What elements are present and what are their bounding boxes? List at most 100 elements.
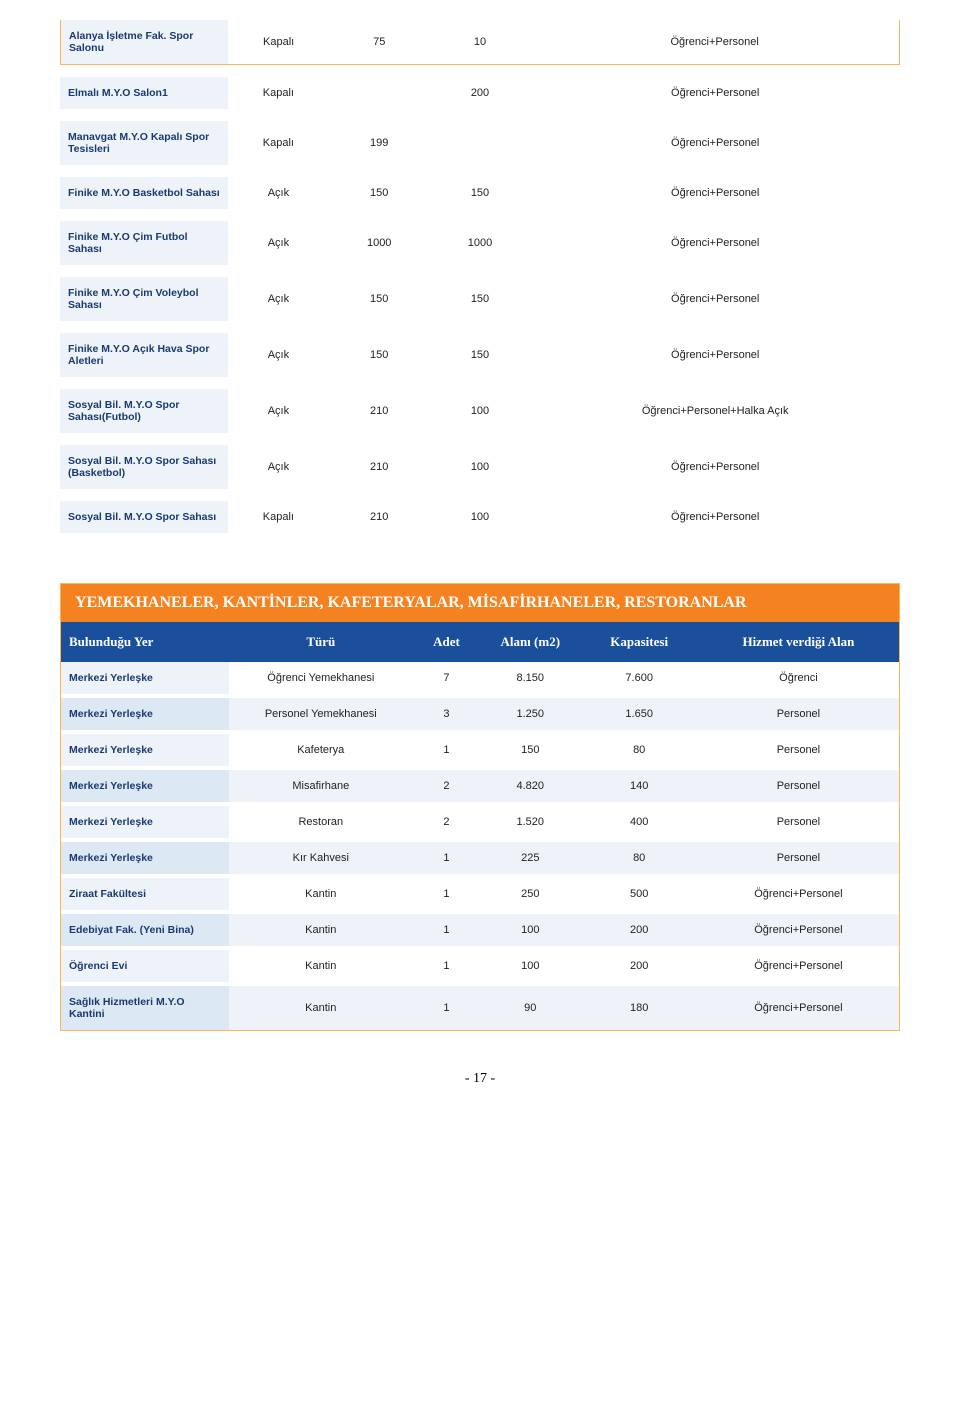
facility-val2: 100 <box>430 445 531 489</box>
cell-area: 150 <box>480 734 581 766</box>
table-row: Ziraat FakültesiKantin1250500Öğrenci+Per… <box>61 878 899 910</box>
facility-row: Sosyal Bil. M.Y.O Spor Sahası (Basketbol… <box>60 445 900 489</box>
cell-area: 8.150 <box>480 662 581 694</box>
facility-val1: 1000 <box>329 221 430 265</box>
facility-val2: 100 <box>430 501 531 533</box>
col-location: Bulunduğu Yer <box>61 622 229 662</box>
col-capacity: Kapasitesi <box>581 622 698 662</box>
section-2: YEMEKHANELER, KANTİNLER, KAFETERYALAR, M… <box>60 583 900 1031</box>
facility-row: Alanya İşletme Fak. Spor SalonuKapalı751… <box>60 20 900 65</box>
table-row: Merkezi YerleşkeKır Kahvesi122580Persone… <box>61 842 899 874</box>
cell-location: Ziraat Fakültesi <box>61 878 229 910</box>
facility-name: Sosyal Bil. M.Y.O Spor Sahası (Basketbol… <box>60 445 228 489</box>
cell-area: 250 <box>480 878 581 910</box>
facility-status: Kapalı <box>228 20 329 65</box>
cell-location: Merkezi Yerleşke <box>61 662 229 694</box>
table-row: Merkezi YerleşkePersonel Yemekhanesi31.2… <box>61 698 899 730</box>
cell-area: 225 <box>480 842 581 874</box>
cell-service: Öğrenci+Personel <box>698 950 899 982</box>
cell-capacity: 400 <box>581 806 698 838</box>
table-row: Öğrenci EviKantin1100200Öğrenci+Personel <box>61 950 899 982</box>
facility-scope: Öğrenci+Personel <box>530 20 899 65</box>
facility-val1 <box>329 77 430 109</box>
table-row: Merkezi YerleşkeRestoran21.520400Persone… <box>61 806 899 838</box>
cell-type: Kantin <box>229 986 413 1030</box>
facility-name: Finike M.Y.O Çim Futbol Sahası <box>60 221 228 265</box>
facility-name: Finike M.Y.O Açık Hava Spor Aletleri <box>60 333 228 377</box>
facility-row: Elmalı M.Y.O Salon1Kapalı200Öğrenci+Pers… <box>60 77 900 109</box>
table-row: Edebiyat Fak. (Yeni Bina)Kantin1100200Öğ… <box>61 914 899 946</box>
facility-val2: 150 <box>430 333 531 377</box>
facility-scope: Öğrenci+Personel <box>530 277 900 321</box>
col-type: Türü <box>229 622 413 662</box>
facility-name: Finike M.Y.O Basketbol Sahası <box>60 177 228 209</box>
cell-capacity: 80 <box>581 734 698 766</box>
cell-type: Kır Kahvesi <box>229 842 413 874</box>
cell-location: Sağlık Hizmetleri M.Y.O Kantini <box>61 986 229 1030</box>
facility-scope: Öğrenci+Personel <box>530 77 900 109</box>
cell-type: Misafirhane <box>229 770 413 802</box>
facility-row: Finike M.Y.O Açık Hava Spor AletleriAçık… <box>60 333 900 377</box>
cell-service: Personel <box>698 770 899 802</box>
facility-row: Finike M.Y.O Çim Futbol SahasıAçık100010… <box>60 221 900 265</box>
facility-scope: Öğrenci+Personel <box>530 333 900 377</box>
cell-location: Merkezi Yerleşke <box>61 806 229 838</box>
cell-capacity: 80 <box>581 842 698 874</box>
cell-area: 1.250 <box>480 698 581 730</box>
cell-count: 7 <box>413 662 480 694</box>
cell-area: 4.820 <box>480 770 581 802</box>
cell-service: Öğrenci+Personel <box>698 986 899 1030</box>
cell-count: 1 <box>413 914 480 946</box>
cell-location: Merkezi Yerleşke <box>61 842 229 874</box>
facility-val1: 150 <box>329 333 430 377</box>
cell-type: Öğrenci Yemekhanesi <box>229 662 413 694</box>
col-area: Alanı (m2) <box>480 622 581 662</box>
facility-val2: 200 <box>430 77 531 109</box>
cell-count: 2 <box>413 806 480 838</box>
cell-service: Personel <box>698 698 899 730</box>
cell-service: Öğrenci <box>698 662 899 694</box>
facility-val2 <box>430 121 531 165</box>
col-count: Adet <box>413 622 480 662</box>
facility-row: Finike M.Y.O Basketbol SahasıAçık150150Ö… <box>60 177 900 209</box>
facility-val2: 150 <box>430 177 531 209</box>
cell-count: 1 <box>413 878 480 910</box>
cell-count: 1 <box>413 734 480 766</box>
facility-val2: 100 <box>430 389 531 433</box>
cell-count: 1 <box>413 842 480 874</box>
cell-location: Merkezi Yerleşke <box>61 770 229 802</box>
facility-val1: 210 <box>329 445 430 489</box>
facility-val1: 199 <box>329 121 430 165</box>
cell-service: Öğrenci+Personel <box>698 878 899 910</box>
facility-status: Açık <box>228 177 329 209</box>
dining-table: Bulunduğu Yer Türü Adet Alanı (m2) Kapas… <box>61 622 899 1030</box>
cell-count: 1 <box>413 950 480 982</box>
table-row: Merkezi YerleşkeKafeterya115080Personel <box>61 734 899 766</box>
cell-type: Kantin <box>229 914 413 946</box>
cell-service: Personel <box>698 734 899 766</box>
section-title: YEMEKHANELER, KANTİNLER, KAFETERYALAR, M… <box>61 584 899 622</box>
facility-scope: Öğrenci+Personel+Halka Açık <box>530 389 900 433</box>
cell-type: Restoran <box>229 806 413 838</box>
facility-row: Sosyal Bil. M.Y.O Spor Sahası(Futbol)Açı… <box>60 389 900 433</box>
cell-service: Öğrenci+Personel <box>698 914 899 946</box>
cell-type: Personel Yemekhanesi <box>229 698 413 730</box>
facility-name: Manavgat M.Y.O Kapalı Spor Tesisleri <box>60 121 228 165</box>
facility-status: Kapalı <box>228 121 329 165</box>
cell-count: 2 <box>413 770 480 802</box>
cell-capacity: 7.600 <box>581 662 698 694</box>
facility-name: Alanya İşletme Fak. Spor Salonu <box>61 20 229 65</box>
facility-status: Açık <box>228 221 329 265</box>
facility-row: Sosyal Bil. M.Y.O Spor SahasıKapalı21010… <box>60 501 900 533</box>
facility-status: Açık <box>228 389 329 433</box>
cell-area: 100 <box>480 950 581 982</box>
cell-type: Kafeterya <box>229 734 413 766</box>
table-row: Merkezi YerleşkeÖğrenci Yemekhanesi78.15… <box>61 662 899 694</box>
facility-scope: Öğrenci+Personel <box>530 221 900 265</box>
facility-val2: 1000 <box>430 221 531 265</box>
facility-val1: 210 <box>329 389 430 433</box>
cell-location: Merkezi Yerleşke <box>61 734 229 766</box>
facility-name: Finike M.Y.O Çim Voleybol Sahası <box>60 277 228 321</box>
cell-capacity: 1.650 <box>581 698 698 730</box>
cell-capacity: 200 <box>581 950 698 982</box>
